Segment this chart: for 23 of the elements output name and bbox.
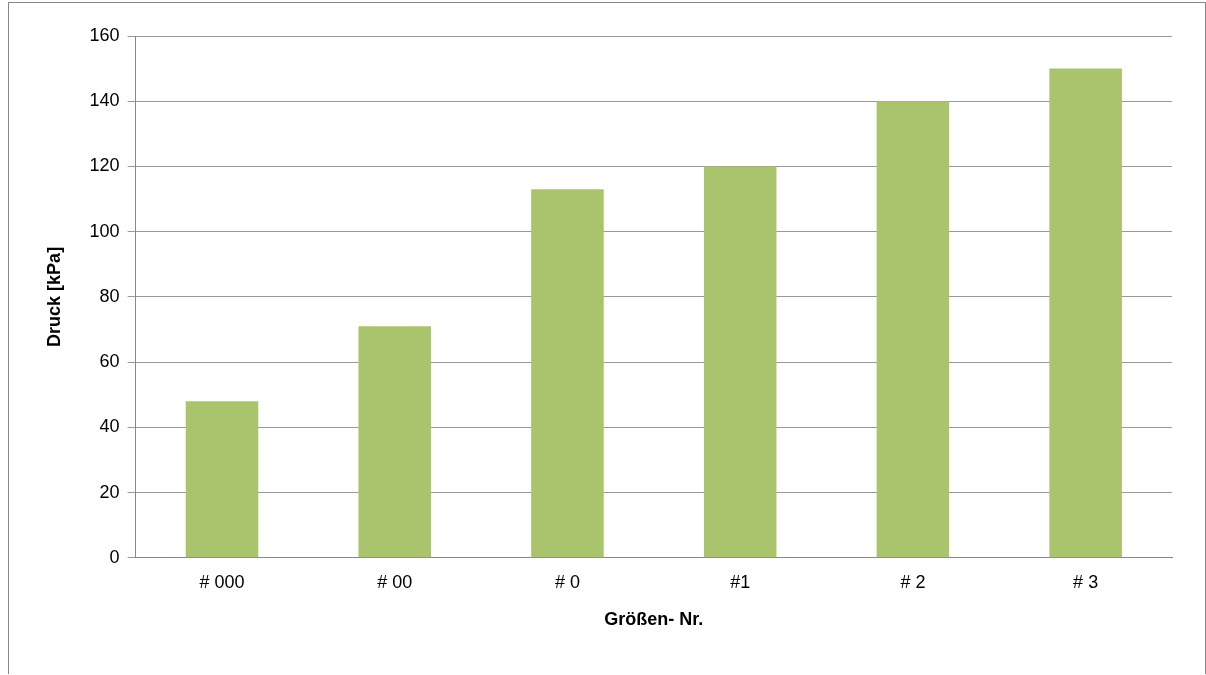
x-tick-label: # 3 xyxy=(1073,571,1099,592)
y-tick-label: 140 xyxy=(89,90,120,111)
x-tick-label: # 00 xyxy=(377,571,413,592)
x-tick-label: # 000 xyxy=(199,571,245,592)
bar xyxy=(185,401,259,558)
y-tick-label: 0 xyxy=(109,546,120,567)
bar xyxy=(703,166,777,558)
bar xyxy=(358,326,431,558)
x-tick-label: # 2 xyxy=(900,571,926,592)
x-axis-title: Größen- Nr. xyxy=(604,609,704,630)
y-tick-label: 160 xyxy=(89,24,120,45)
bar xyxy=(1049,68,1122,558)
x-tick-label: # 0 xyxy=(554,571,580,592)
y-tick-label: 60 xyxy=(99,351,120,372)
y-tick-label: 80 xyxy=(99,285,120,306)
y-tick-label: 120 xyxy=(89,155,120,176)
bar xyxy=(876,101,950,558)
y-tick-label: 20 xyxy=(99,481,120,502)
y-tick-label: 40 xyxy=(99,416,120,437)
bar xyxy=(531,189,604,558)
y-tick-label: 100 xyxy=(89,220,120,241)
x-tick-label: #1 xyxy=(730,571,751,592)
y-axis-title: Druck [kPa] xyxy=(43,246,64,347)
